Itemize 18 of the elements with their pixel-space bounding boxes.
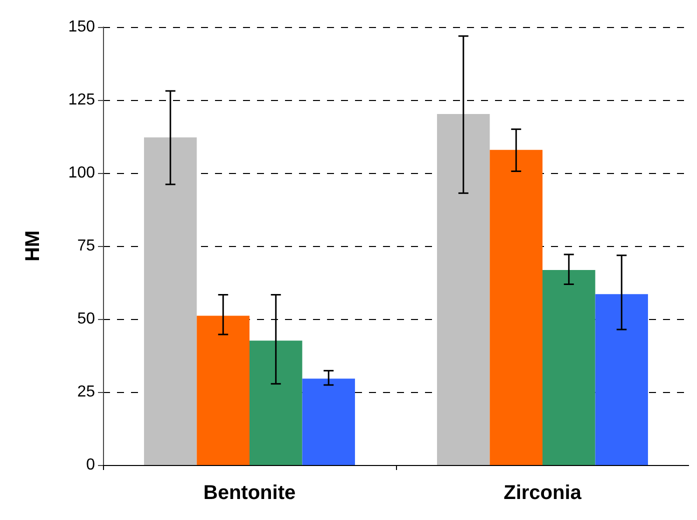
bar — [595, 294, 648, 465]
bar — [437, 114, 490, 465]
x-tick-label: Zirconia — [504, 482, 582, 504]
bar — [144, 137, 197, 465]
y-tick-label: 75 — [77, 238, 96, 254]
y-tick-label: 50 — [77, 310, 96, 328]
x-tick-label: Bentonite — [203, 482, 296, 504]
y-axis-title: HM — [22, 230, 44, 262]
bar — [196, 316, 250, 465]
bar — [302, 378, 355, 465]
y-tick-label: 125 — [68, 92, 96, 108]
bar — [490, 150, 542, 465]
y-tick-label: 0 — [86, 456, 96, 474]
bar — [542, 270, 596, 465]
y-tick-label: 100 — [68, 164, 96, 182]
bar — [250, 340, 302, 465]
y-tick-label: 25 — [77, 384, 96, 400]
y-tick-label: 150 — [68, 18, 96, 36]
